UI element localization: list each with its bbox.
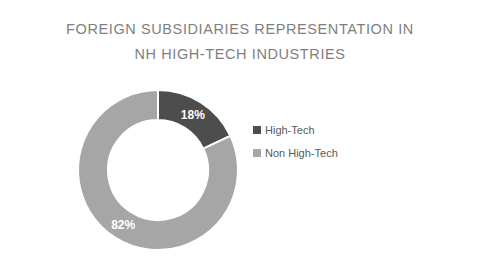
title-line: FOREIGN SUBSIDIARIES REPRESENTATION IN: [66, 21, 414, 37]
legend-label: High-Tech: [265, 124, 315, 136]
legend-label: Non High-Tech: [265, 147, 338, 159]
legend-swatch: [253, 126, 261, 134]
legend-item: High-Tech: [253, 124, 315, 136]
slice: [78, 90, 238, 250]
legend-swatch: [253, 149, 261, 157]
data-label: 82%: [111, 218, 135, 232]
title-line: NH HIGH-TECH INDUSTRIES: [134, 46, 345, 62]
legend-item: Non High-Tech: [253, 147, 338, 159]
plot: [78, 90, 238, 250]
legend: High-Tech Non High-Tech: [253, 124, 338, 159]
chart: FOREIGN SUBSIDIARIES REPRESENTATION IN NH…: [0, 0, 480, 256]
data-label: 18%: [181, 108, 205, 122]
slice: [158, 90, 230, 149]
title: FOREIGN SUBSIDIARIES REPRESENTATION IN NH…: [66, 21, 414, 62]
data-labels: 18% 82%: [111, 108, 205, 232]
